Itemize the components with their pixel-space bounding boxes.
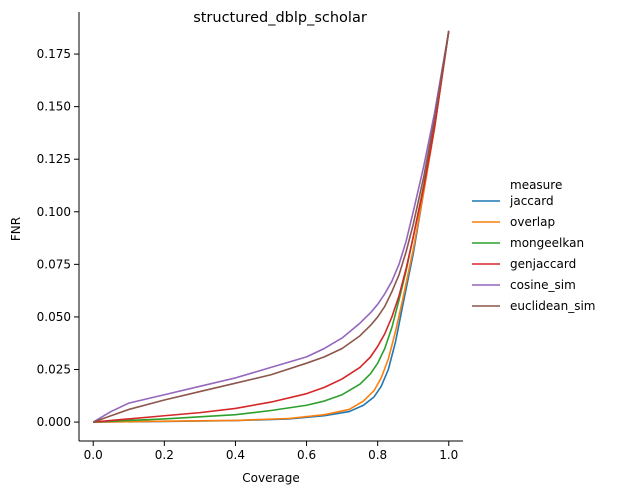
legend-item-jaccard: jaccard [472, 194, 554, 208]
legend-label: overlap [510, 215, 555, 229]
legend-label: jaccard [509, 194, 554, 208]
x-tick-label: 0.4 [226, 448, 245, 462]
legend-label: mongeelkan [510, 236, 584, 250]
legend-label: genjaccard [510, 257, 576, 271]
legend-item-genjaccard: genjaccard [472, 257, 576, 271]
y-tick-label: 0.150 [37, 100, 71, 114]
series-line-euclidean_sim [92, 30, 450, 423]
x-tick-label: 0.0 [84, 448, 103, 462]
y-tick-label: 0.175 [37, 47, 71, 61]
x-tick-label: 0.6 [297, 448, 316, 462]
y-tick-label: 0.075 [37, 257, 71, 271]
legend-items: jaccard overlap mongeelkan genjaccard cosine… [472, 194, 596, 313]
y-ticks: 0.000 0.025 0.050 0.075 0.100 0.125 0.150 0.175 [37, 47, 79, 429]
legend-label: euclidean_sim [510, 299, 596, 313]
x-tick-label: 0.8 [368, 448, 387, 462]
legend-label: cosine_sim [510, 278, 576, 292]
y-tick-label: 0.125 [37, 152, 71, 166]
series-line-jaccard [93, 30, 450, 423]
series-line-mongeelkan [93, 30, 450, 423]
plot-area [92, 30, 450, 423]
legend-item-mongeelkan: mongeelkan [472, 236, 584, 250]
y-tick-label: 0.100 [37, 205, 71, 219]
series-line-overlap [93, 30, 450, 423]
chart-title: structured_dblp_scholar [193, 10, 367, 26]
legend-item-overlap: overlap [472, 215, 555, 229]
series-line-genjaccard [93, 30, 450, 423]
y-tick-label: 0.000 [37, 415, 71, 429]
series-line-cosine_sim [92, 30, 450, 423]
legend-item-cosine_sim: cosine_sim [472, 278, 576, 292]
x-axis-label: Coverage [242, 471, 300, 485]
legend-item-euclidean_sim: euclidean_sim [472, 299, 596, 313]
y-tick-label: 0.025 [37, 363, 71, 377]
y-axis-label: FNR [9, 217, 23, 241]
legend: measure jaccard overlap mongeelkan genjacca… [472, 178, 596, 313]
x-tick-label: 0.2 [155, 448, 174, 462]
x-ticks: 0.0 0.2 0.4 0.6 0.8 1.0 [84, 441, 458, 462]
legend-title: measure [510, 178, 562, 192]
y-tick-label: 0.050 [37, 310, 71, 324]
x-tick-label: 1.0 [439, 448, 458, 462]
